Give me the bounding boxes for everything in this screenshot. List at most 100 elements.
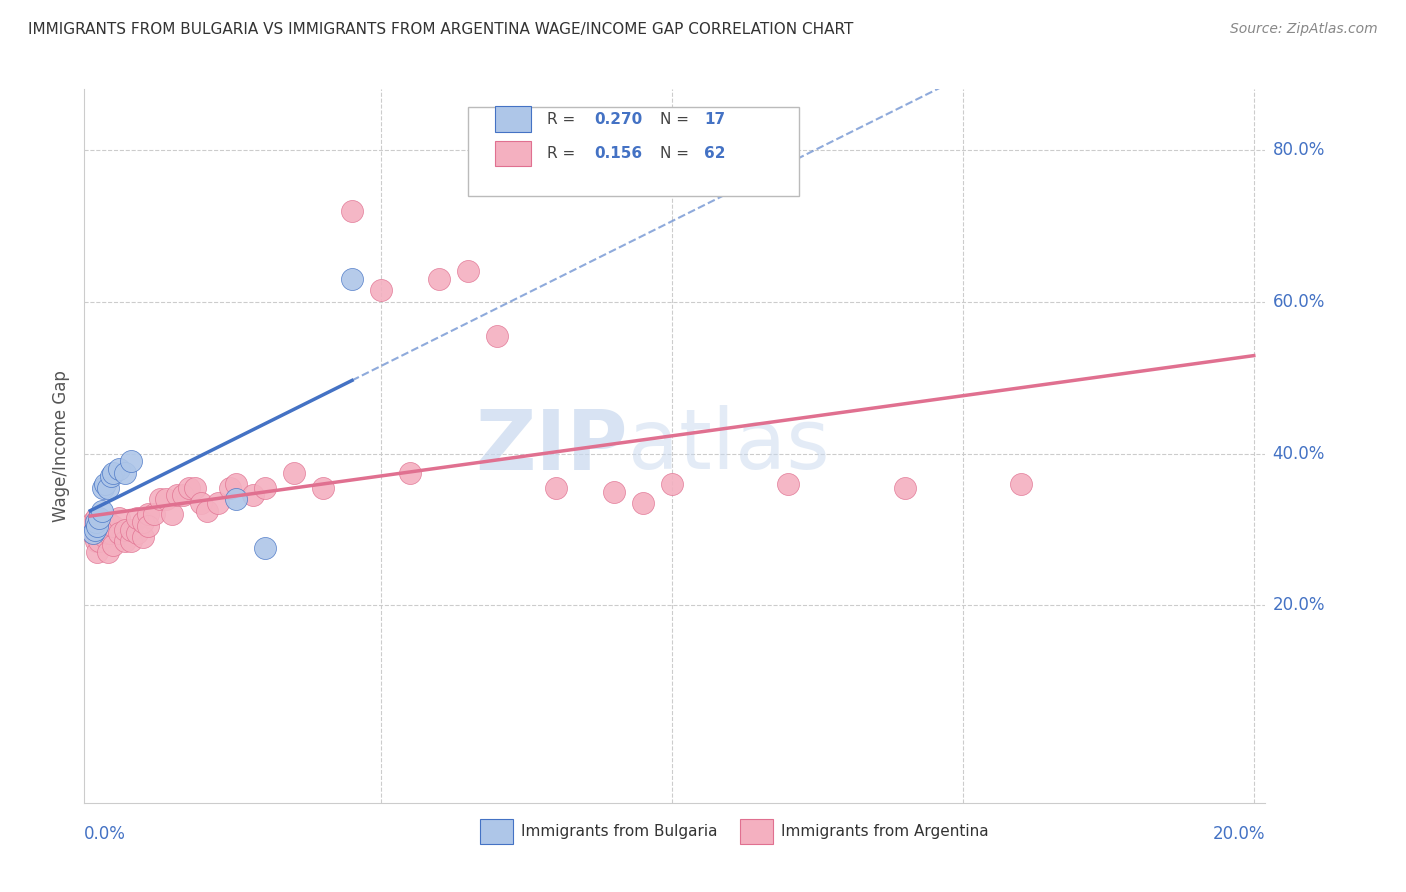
Text: Source: ZipAtlas.com: Source: ZipAtlas.com [1230,22,1378,37]
Point [100,469,122,483]
FancyBboxPatch shape [495,106,531,132]
Point [253,541,276,556]
Point [90,526,112,541]
Point [131,530,153,544]
Text: 17: 17 [704,112,725,127]
Point [399,466,422,480]
Point [457,264,479,278]
Text: IMMIGRANTS FROM BULGARIA VS IMMIGRANTS FROM ARGENTINA WAGE/INCOME GAP CORRELATIO: IMMIGRANTS FROM BULGARIA VS IMMIGRANTS F… [28,22,853,37]
Point [97,526,120,541]
Text: 62: 62 [704,146,725,161]
Point [427,272,450,286]
Point [253,481,276,495]
Point [82,526,104,541]
Point [86,545,108,559]
Text: Immigrants from Argentina: Immigrants from Argentina [782,824,988,839]
Point [91,481,114,495]
Text: R =: R = [547,112,581,127]
Point [486,329,509,343]
Point [93,477,115,491]
Point [120,454,142,468]
Point [340,203,363,218]
Point [87,511,110,525]
Point [103,538,125,552]
Point [544,481,567,495]
Point [661,477,683,491]
Point [103,518,125,533]
Point [131,515,153,529]
Point [97,481,120,495]
Text: N =: N = [659,146,693,161]
Point [778,477,800,491]
Point [143,508,166,522]
Point [93,530,115,544]
Point [82,515,104,529]
Point [138,508,160,522]
Point [97,545,120,559]
Point [114,523,136,537]
Text: 20.0%: 20.0% [1272,597,1324,615]
Point [83,526,105,541]
Point [631,496,654,510]
Point [90,515,112,529]
Point [91,515,114,529]
Point [1010,477,1032,491]
Point [218,481,240,495]
Point [114,533,136,548]
Point [100,526,122,541]
Point [125,526,148,541]
Point [160,508,183,522]
Point [90,503,112,517]
Point [86,518,108,533]
Text: ZIP: ZIP [475,406,627,486]
Point [138,518,160,533]
Point [83,523,105,537]
FancyBboxPatch shape [468,107,799,196]
Text: atlas: atlas [627,406,830,486]
Text: 60.0%: 60.0% [1272,293,1324,310]
Point [172,488,194,502]
FancyBboxPatch shape [495,141,531,166]
Text: 40.0%: 40.0% [1272,444,1324,463]
Point [84,533,107,548]
Text: 20.0%: 20.0% [1213,825,1265,843]
Point [108,511,131,525]
Point [242,488,264,502]
Point [166,488,188,502]
Point [125,511,148,525]
Point [207,496,229,510]
Point [283,466,305,480]
Point [120,533,142,548]
Point [93,518,115,533]
Point [155,492,177,507]
Text: 0.270: 0.270 [595,112,643,127]
Point [103,466,125,480]
Point [195,503,218,517]
Point [225,492,247,507]
Point [84,523,107,537]
Y-axis label: Wage/Income Gap: Wage/Income Gap [52,370,70,522]
Point [370,284,392,298]
Point [312,481,335,495]
Point [84,515,107,529]
Point [80,526,103,541]
Text: 80.0%: 80.0% [1272,141,1324,159]
Text: Immigrants from Bulgaria: Immigrants from Bulgaria [522,824,718,839]
Point [225,477,247,491]
Text: N =: N = [659,112,693,127]
Point [108,462,131,476]
FancyBboxPatch shape [479,819,513,844]
FancyBboxPatch shape [740,819,773,844]
Point [97,515,120,529]
Point [184,481,207,495]
Point [108,526,131,541]
Point [603,484,626,499]
Text: R =: R = [547,146,581,161]
Point [190,496,212,510]
Point [84,511,107,525]
Point [149,492,172,507]
Point [340,272,363,286]
Point [87,518,110,533]
Text: 0.0%: 0.0% [84,825,127,843]
Point [177,481,200,495]
